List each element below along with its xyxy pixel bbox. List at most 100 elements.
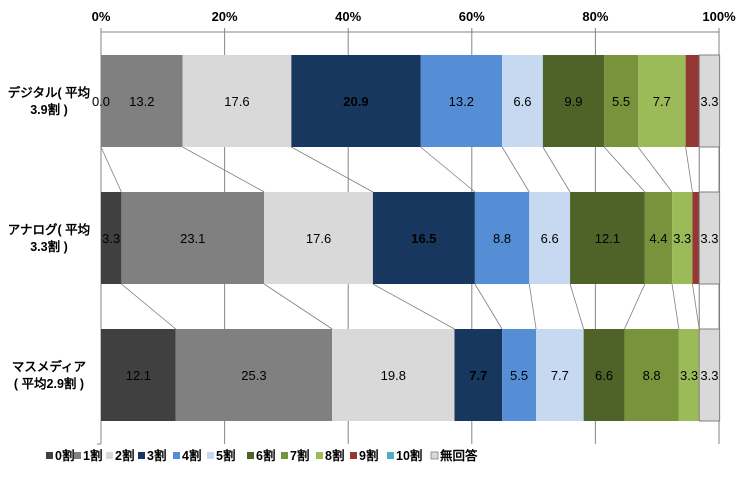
bar-segment [529,192,571,284]
x-tick-label: 60% [459,9,485,24]
x-tick-label: 80% [582,9,608,24]
legend-swatch [430,451,439,460]
legend-label: 2割 [115,448,134,463]
data-label: 13.2 [449,94,474,109]
bar-segment [692,192,700,284]
legend-swatch [138,452,145,459]
data-label: 5.5 [510,368,528,383]
bar-segment [678,329,700,421]
series-connector [291,146,374,193]
legend-label: 9割 [359,448,378,463]
series-connector [603,146,646,193]
bars: 0.0 13.2 17.6 20.9 13.2 6.6 9.9 5.5 7.7 3.33.3 23.… [92,54,721,422]
bar-segment [372,192,475,284]
bar-segment [420,55,503,147]
x-tick-label: 40% [335,9,361,24]
x-tick-label: 0% [92,9,111,24]
data-label: 3.3 [102,231,120,246]
category-label: 3.9割 ) [30,102,68,117]
legend-swatch [207,452,214,459]
bar-segment [332,329,455,421]
data-label: 19.8 [381,368,406,383]
series-connector [624,283,646,330]
data-label: 3.3 [680,368,698,383]
series-connector [569,283,585,330]
category-label: 3.3割 ) [30,239,68,254]
x-tick-label: 20% [212,9,238,24]
bar-segment [570,192,645,284]
bar-segment [264,192,373,284]
legend-swatch [316,452,323,459]
data-label: 17.6 [306,231,331,246]
legend-label: 10割 [396,448,422,463]
bar-segment [583,329,625,421]
series-connector [542,146,571,193]
series-connector [528,283,537,330]
series-connector [121,283,177,330]
bar-segment [672,192,693,284]
bar-segment [685,55,700,147]
legend-swatch [281,452,288,459]
series-connector [692,283,700,330]
category-labels: デジタル( 平均 3.9割 ) アナログ( 平均 3.3割 ) マスメディア ( 平均2.… [8,85,90,391]
series-connector [100,146,122,193]
data-label: 3.3 [673,231,691,246]
legend: 0割 1割 2割 3割 4割 5割 6割 7割 8割 9割 10割 無回答 [46,448,478,463]
legend-label: 3割 [147,448,166,463]
x-axis: 0% 20% 40% 60% 80% 100% [92,9,736,445]
legend-label: 7割 [290,448,309,463]
category-label: ( 平均2.9割 ) [14,376,84,391]
data-label: 25.3 [241,368,266,383]
series-connector [263,283,333,330]
data-label: 3.3 [700,94,718,109]
legend-swatch [106,452,113,459]
series-connector [501,146,530,193]
series-connector [182,146,265,193]
bar-segment [182,55,292,147]
category-label: デジタル( 平均 [8,85,90,100]
bar-segment [454,329,503,421]
data-label: 3.3 [700,368,718,383]
bar-segment [604,55,639,147]
bar-segment [638,55,686,147]
x-tick-label: 100% [702,9,736,24]
series-connector [685,146,693,193]
data-label: 8.8 [493,231,511,246]
legend-swatch [387,452,394,459]
series-connector [372,283,455,330]
data-label: 7.7 [653,94,671,109]
legend-swatch [350,452,357,459]
data-label: 7.7 [551,368,569,383]
data-label: 6.6 [541,231,559,246]
data-label: 12.1 [595,231,620,246]
bar-segment [101,192,122,284]
bar-segment [644,192,673,284]
data-label: 7.7 [469,368,487,383]
legend-swatch [247,452,254,459]
bar-segment [291,55,421,147]
legend-swatch [173,452,180,459]
legend-label: 無回答 [440,448,478,463]
series-connector [420,146,476,193]
legend-label: 6割 [256,448,275,463]
bar-segment [698,54,721,148]
bar-segment [502,329,537,421]
legend-swatch [46,452,53,459]
series-connector [637,146,673,193]
bar-segment [175,329,333,421]
data-label: 13.2 [129,94,154,109]
legend-label: 1割 [83,448,102,463]
data-label: 0.0 [92,94,110,109]
data-label: 4.4 [649,231,667,246]
bar-segment [474,192,530,284]
legend-label: 8割 [325,448,344,463]
legend-label: 4割 [182,448,201,463]
bar-segment [121,192,265,284]
series-connector [474,283,503,330]
data-label: 9.9 [564,94,582,109]
bar-segment [502,55,543,147]
data-label: 17.6 [224,94,249,109]
data-label: 8.8 [643,368,661,383]
data-label: 6.6 [595,368,613,383]
